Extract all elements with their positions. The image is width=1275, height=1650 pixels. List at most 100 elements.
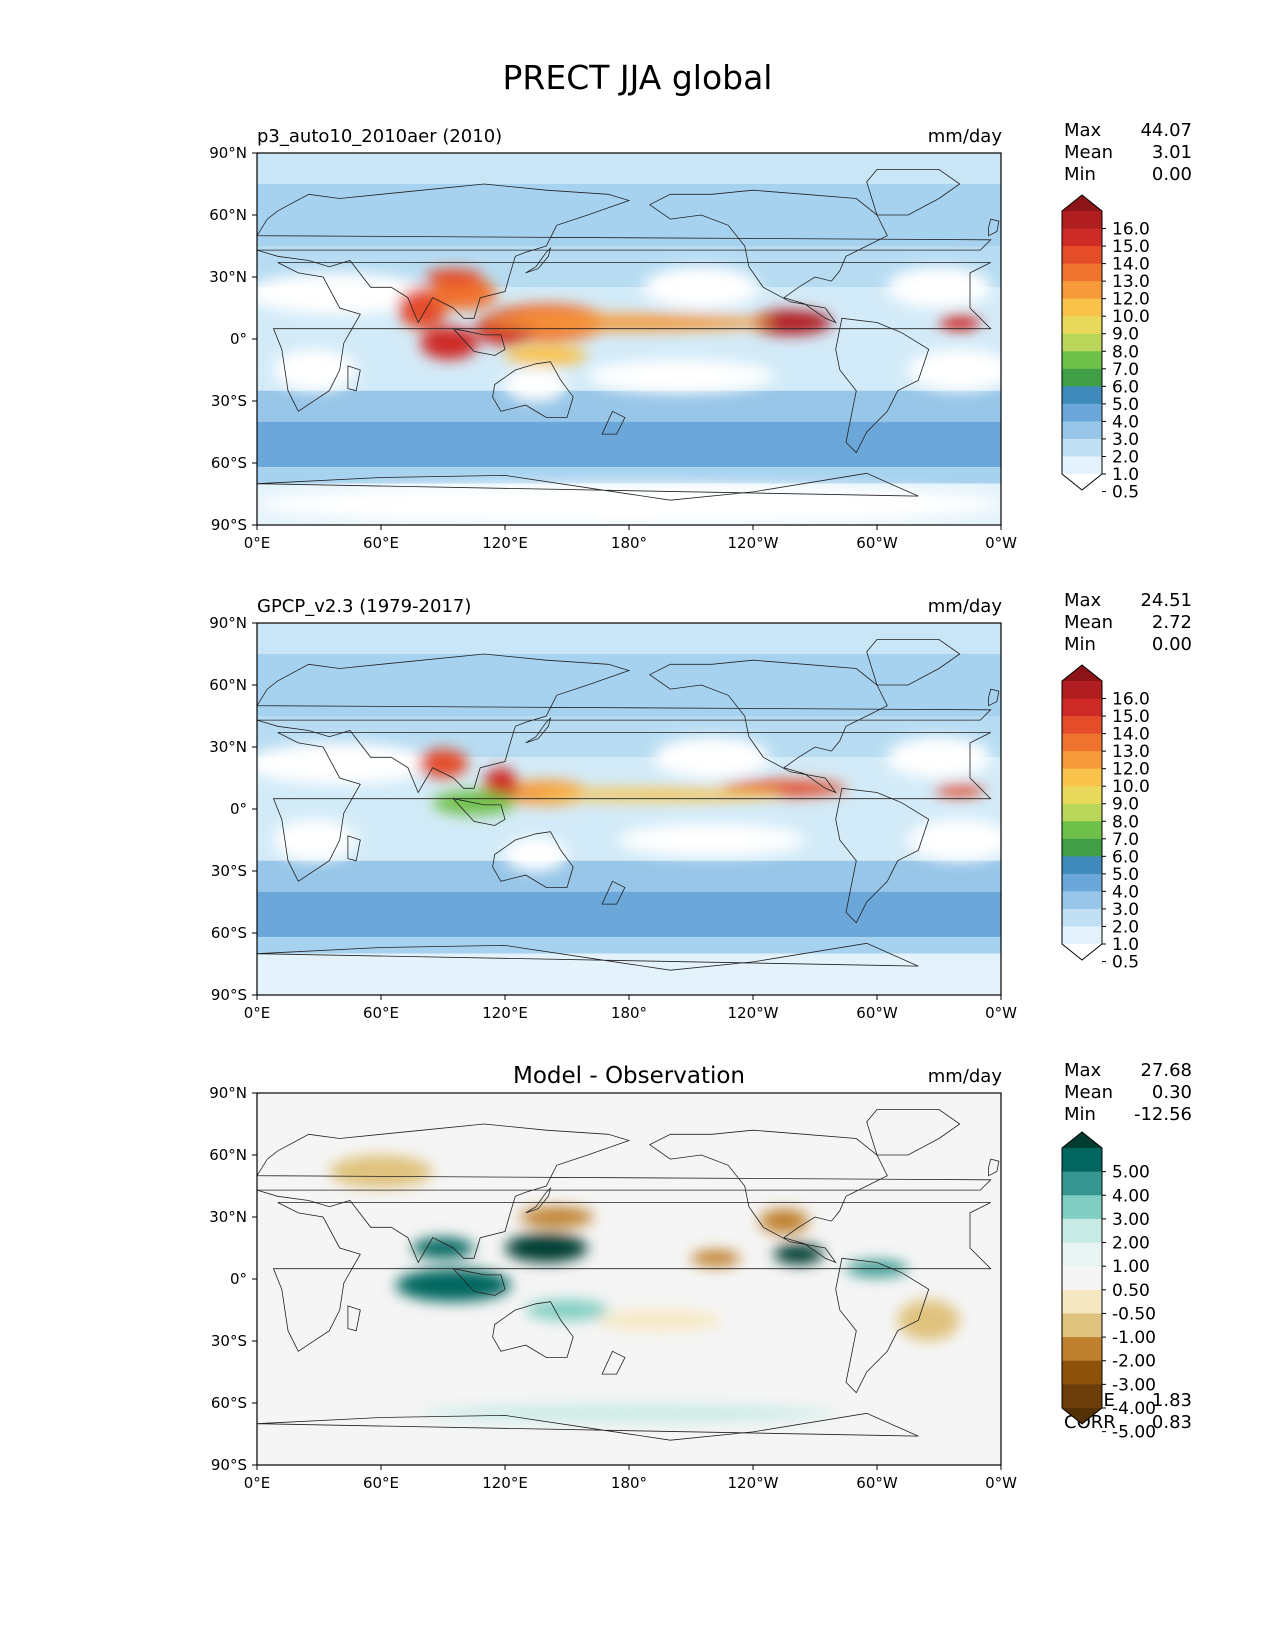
colorbar-segment: [1062, 298, 1102, 317]
colorbar-label: 8.0: [1112, 812, 1139, 832]
colorbar-label: 1.0: [1112, 465, 1139, 485]
colorbar-segment: [1062, 333, 1102, 352]
colorbar-label: 2.0: [1112, 917, 1139, 937]
colorbar-segment: [1062, 281, 1102, 300]
colorbar-label: 7.0: [1112, 360, 1139, 380]
lat-label: 90°S: [211, 986, 247, 1004]
colorbar-label: 6.0: [1112, 847, 1139, 867]
colorbar-segment: [1062, 1148, 1102, 1173]
colorbar-top-extend: [1062, 1132, 1102, 1148]
lon-label: 60°E: [363, 1474, 399, 1492]
lat-label: 90°N: [209, 144, 247, 162]
colorbar-segment: [1062, 246, 1102, 265]
coastline-japan: [525, 246, 552, 274]
panel-title: p3_auto10_2010aer (2010): [257, 126, 503, 147]
lat-label: 90°S: [211, 1456, 247, 1474]
dry-region: [257, 742, 433, 785]
colorbar-segment: [1062, 786, 1102, 805]
colorbar-segment: [1062, 908, 1102, 927]
colorbar-segment: [1062, 751, 1102, 770]
stat-name: Max: [1064, 590, 1102, 611]
stat-name: Max: [1064, 1060, 1102, 1081]
coastline-uk: [988, 218, 1000, 237]
colorbar-label: 15.0: [1112, 237, 1150, 257]
lat-label: 0°: [230, 800, 247, 818]
colorbar-label: 13.0: [1112, 742, 1150, 762]
coastline-madagascar: [347, 835, 361, 862]
stat-name: Max: [1064, 120, 1102, 141]
coastline-madagascar: [347, 1305, 361, 1332]
precip-blob: [424, 268, 483, 286]
lon-label: 60°W: [856, 1474, 898, 1492]
colorbar-segment: [1062, 1384, 1102, 1409]
colorbar-label: 7.0: [1112, 830, 1139, 850]
colorbar-segment: [1062, 1195, 1102, 1220]
colorbar-label: 0.5: [1112, 953, 1139, 973]
colorbar-bottom-extend: [1062, 944, 1102, 960]
coastline-europe-asia: [257, 653, 992, 794]
coastline-new-zealand: [601, 410, 626, 435]
precip-blob: [598, 1310, 722, 1331]
lon-label: 60°E: [363, 1004, 399, 1022]
lat-label: 0°: [230, 330, 247, 348]
field-band: [257, 623, 1001, 654]
precip-blob: [759, 1208, 809, 1234]
coastline-antarctica: [257, 942, 919, 995]
lat-label: 30°S: [211, 1332, 247, 1350]
stat-row: Max 27.68: [1064, 1060, 1192, 1082]
coastline-australia: [492, 831, 574, 888]
coastline-europe-asia: [257, 1123, 992, 1264]
colorbar-label: -1.00: [1112, 1328, 1156, 1348]
colorbar-segment: [1062, 403, 1102, 422]
coastline-south-america: [835, 1257, 930, 1394]
colorbar-segment: [1062, 681, 1102, 700]
colorbar-label: 1.0: [1112, 935, 1139, 955]
panel-title: Model - Observation: [512, 1063, 746, 1089]
lat-label: 60°N: [209, 676, 247, 694]
colorbar-label: 0.5: [1112, 483, 1139, 503]
colorbar-label: 4.0: [1112, 412, 1139, 432]
precip-blob: [536, 788, 784, 801]
stat-value: 0.00: [1151, 164, 1192, 185]
field-band: [257, 467, 1001, 484]
panel-title: GPCP_v2.3 (1979-2017): [257, 596, 472, 617]
lon-label: 0°E: [244, 1004, 271, 1022]
dry-region: [505, 837, 567, 871]
colorbar-segment: [1062, 891, 1102, 910]
coastline-europe-asia: [257, 183, 992, 324]
colorbar-top-extend: [1062, 195, 1102, 211]
stat-value: 0.30: [1151, 1082, 1192, 1103]
lon-label: 60°W: [856, 534, 898, 552]
field-band: [257, 860, 1001, 892]
coastline-north-america: [648, 189, 888, 324]
field-band: [257, 390, 1001, 422]
precip-blob: [422, 1405, 836, 1422]
colorbar-label: 4.00: [1112, 1186, 1150, 1206]
precip-blob: [897, 1299, 960, 1341]
precip-blob: [773, 1243, 824, 1265]
map-panel-diff: Model - Observation mm/day Max 27.68 Mean 0.3…: [0, 1060, 1275, 1492]
colorbar-segment: [1062, 211, 1102, 230]
coastline-uk: [988, 1158, 1000, 1177]
lon-label: 120°W: [728, 534, 779, 552]
dry-region: [908, 349, 1001, 391]
colorbar-label: -3.00: [1112, 1375, 1156, 1395]
stats-block: Max 27.68 Mean 0.30 Min -12.56: [1064, 1060, 1192, 1126]
colorbar-label: 14.0: [1112, 725, 1150, 745]
coastline-indonesia: [452, 798, 506, 826]
colorbar-segment: [1062, 1171, 1102, 1196]
colorbar-segment: [1062, 351, 1102, 370]
dry-region: [273, 349, 357, 391]
colorbar-label: 16.0: [1112, 220, 1150, 240]
stat-name: Mean: [1064, 142, 1114, 163]
colorbar-label: 5.00: [1112, 1163, 1150, 1183]
units-label: mm/day: [927, 596, 1002, 617]
coastline-new-zealand: [601, 880, 626, 905]
coastline-africa: [272, 732, 992, 882]
colorbar-segment: [1062, 873, 1102, 892]
colorbar: 5.00 4.00 3.00 2.00 1.00 0.50 -0.50 -1.00 -2.00 -…: [1061, 1131, 1156, 1443]
dry-region: [887, 266, 991, 308]
colorbar-segment: [1062, 1337, 1102, 1362]
colorbar-label: -4.00: [1112, 1399, 1156, 1419]
colorbar-label: 13.0: [1112, 272, 1150, 292]
